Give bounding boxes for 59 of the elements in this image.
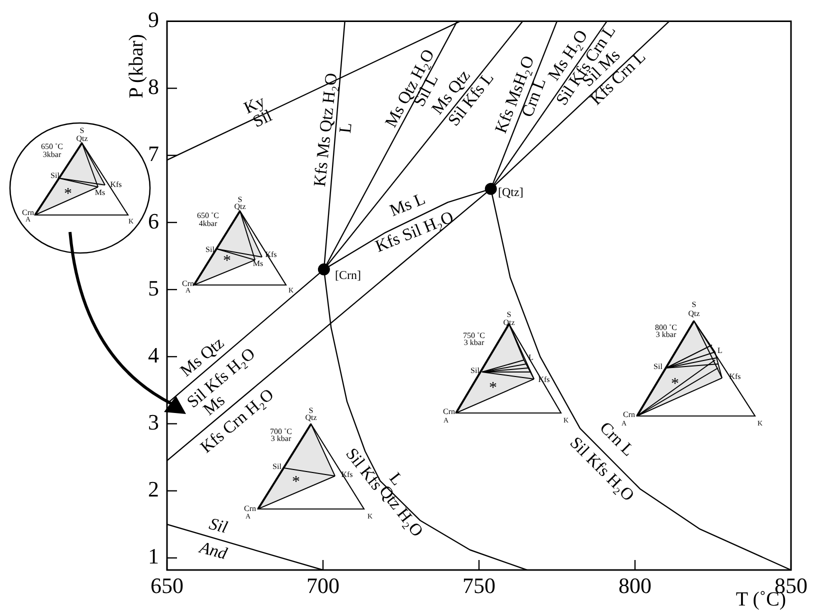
annotation: Ms [252, 258, 264, 268]
annotation: Crn [182, 278, 194, 288]
annotation: 3 kbar [270, 434, 292, 443]
y-tick-label: 1 [148, 544, 159, 569]
annotation: Sil [654, 362, 664, 371]
annotation: Crn [443, 406, 455, 416]
text: 650 ˚C [41, 142, 63, 151]
annotation: Qtz [688, 308, 700, 318]
y-tick-label: 5 [148, 275, 159, 300]
annotation: Crn [623, 410, 635, 419]
annotation: Qtz [503, 318, 516, 327]
y-tick-label: 6 [148, 208, 159, 234]
annotation: S [506, 310, 512, 319]
annotation: [Crn] [335, 268, 361, 282]
annotation: Crn [244, 504, 256, 513]
annotation: * [223, 252, 231, 270]
annotation: L [335, 122, 356, 134]
y-tick-label: 4 [148, 342, 159, 368]
y-tick-label: 2 [148, 476, 159, 502]
x-tick-label: 700 [306, 572, 340, 598]
annotation: Sil [272, 462, 282, 471]
annotation: L [718, 346, 723, 355]
annotation: Sil [470, 366, 480, 375]
y-tick-label: 9 [148, 6, 159, 32]
annotation: 700 ˚C [270, 426, 292, 436]
annotation: 3 kbar [464, 338, 484, 347]
annotation: 750 ˚C [463, 330, 485, 340]
y-tick-label: 7 [148, 141, 159, 166]
y-axis-title: P (kbar) [125, 34, 148, 98]
text: Qtz [76, 134, 88, 143]
annotation: 4kbar [198, 218, 218, 228]
annotation: * [489, 380, 497, 397]
text: S [80, 126, 84, 135]
text: * [64, 186, 72, 203]
annotation: Sil [207, 514, 230, 538]
annotation: And [196, 537, 230, 564]
annotation: Sil [206, 244, 216, 254]
y-tick-label: 8 [148, 74, 159, 100]
annotation: Qtz [234, 202, 246, 211]
annotation: Qtz [305, 412, 318, 422]
text: Crn [22, 208, 34, 217]
x-tick-label: 650 [150, 572, 184, 598]
text: Kfs [110, 180, 122, 189]
x-tick-label: 800 [618, 572, 652, 598]
text: 3kbar [42, 150, 62, 159]
annotation: [Qtz] [498, 184, 524, 199]
annotation: 650 ˚C [197, 210, 219, 220]
annotation: 800 ˚C [655, 322, 677, 332]
annotation: * [671, 376, 679, 393]
x-tick-label: 750 [462, 572, 496, 598]
annotation: 3 kbar [656, 330, 676, 339]
text: Ms [94, 188, 106, 197]
annotation: S [238, 194, 242, 204]
annotation: S [308, 406, 314, 415]
annotation: Ms L [386, 188, 428, 220]
y-tick-label: 3 [148, 410, 159, 435]
text: Sil [50, 170, 60, 180]
annotation: S [692, 300, 696, 309]
annotation: * [292, 474, 300, 491]
